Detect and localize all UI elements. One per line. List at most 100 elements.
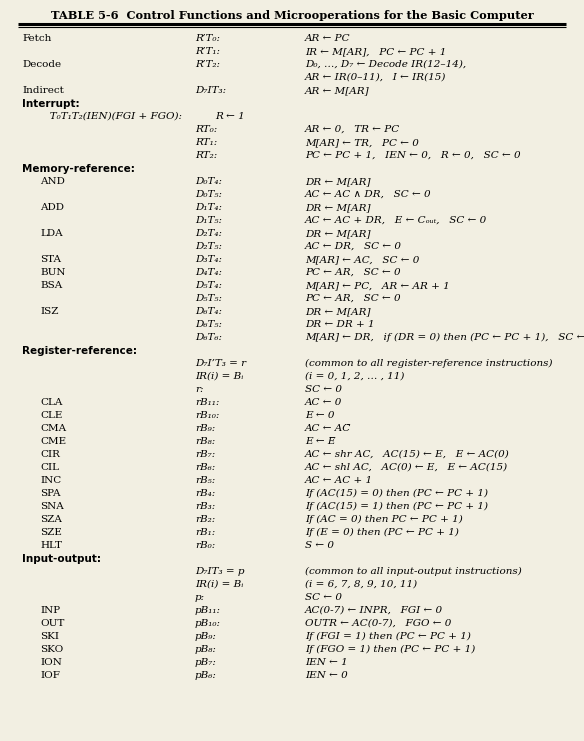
Text: R ← 1: R ← 1 [215,112,245,121]
Text: Memory-reference:: Memory-reference: [22,164,135,174]
Text: BUN: BUN [40,268,65,277]
Text: rB₀:: rB₀: [195,541,215,550]
Text: AR ← IR(0–11),   I ← IR(15): AR ← IR(0–11), I ← IR(15) [305,73,446,82]
Text: DR ← M[AR]: DR ← M[AR] [305,307,370,316]
Text: AC ← 0: AC ← 0 [305,398,342,407]
Text: SZA: SZA [40,515,62,524]
Text: CME: CME [40,437,66,446]
Text: D₆T₆:: D₆T₆: [195,333,222,342]
Text: R’T₂:: R’T₂: [195,60,220,69]
Text: PC ← AR,   SC ← 0: PC ← AR, SC ← 0 [305,294,401,303]
Text: T₀T₁T₂(IEN)(FGI + FGO):: T₀T₁T₂(IEN)(FGI + FGO): [40,112,182,121]
Text: CIL: CIL [40,463,59,472]
Text: AR ← 0,   TR ← PC: AR ← 0, TR ← PC [305,125,400,134]
Text: ION: ION [40,658,62,667]
Text: (i = 6, 7, 8, 9, 10, 11): (i = 6, 7, 8, 9, 10, 11) [305,580,417,589]
Text: D₁T₅:: D₁T₅: [195,216,222,225]
Text: r:: r: [195,385,203,394]
Text: D₀T₄:: D₀T₄: [195,177,222,186]
Text: (i = 0, 1, 2, … , 11): (i = 0, 1, 2, … , 11) [305,372,404,381]
Text: LDA: LDA [40,229,62,238]
Text: BSA: BSA [40,281,62,290]
Text: D₇IT₃ = p: D₇IT₃ = p [195,567,245,576]
Text: Decode: Decode [22,60,61,69]
Text: IR(i) = Bᵢ: IR(i) = Bᵢ [195,580,244,589]
Text: If (AC = 0) then PC ← PC + 1): If (AC = 0) then PC ← PC + 1) [305,515,463,524]
Text: CLA: CLA [40,398,62,407]
Text: rB₆:: rB₆: [195,463,215,472]
Text: D₃T₄:: D₃T₄: [195,255,222,264]
Text: M[AR] ← TR,   PC ← 0: M[AR] ← TR, PC ← 0 [305,138,419,147]
Text: DR ← M[AR]: DR ← M[AR] [305,203,370,212]
Text: IR ← M[AR],   PC ← PC + 1: IR ← M[AR], PC ← PC + 1 [305,47,446,56]
Text: S ← 0: S ← 0 [305,541,334,550]
Text: pB₆:: pB₆: [195,671,217,680]
Text: pB₇:: pB₇: [195,658,217,667]
Text: E ← E̅: E ← E̅ [305,437,335,446]
Text: rB₉:: rB₉: [195,424,215,433]
Text: AC ← AC̅: AC ← AC̅ [305,424,351,433]
Text: IEN ← 1: IEN ← 1 [305,658,347,667]
Text: D₄T₄:: D₄T₄: [195,268,222,277]
Text: D₂T₄:: D₂T₄: [195,229,222,238]
Text: pB₈:: pB₈: [195,645,217,654]
Text: D₀, …, D₇ ← Decode IR(12–14),: D₀, …, D₇ ← Decode IR(12–14), [305,60,466,69]
Text: D₆T₄:: D₆T₄: [195,307,222,316]
Text: Interrupt:: Interrupt: [22,99,79,109]
Text: SC ← 0: SC ← 0 [305,385,342,394]
Text: D₆T₅:: D₆T₅: [195,320,222,329]
Text: CIR: CIR [40,450,60,459]
Text: If (AC(15) = 1) then (PC ← PC + 1): If (AC(15) = 1) then (PC ← PC + 1) [305,502,488,511]
Text: AC ← DR,   SC ← 0: AC ← DR, SC ← 0 [305,242,402,251]
Text: AR ← M[AR]: AR ← M[AR] [305,86,370,95]
Text: Indirect: Indirect [22,86,64,95]
Text: PC ← PC + 1,   IEN ← 0,   R ← 0,   SC ← 0: PC ← PC + 1, IEN ← 0, R ← 0, SC ← 0 [305,151,520,160]
Text: rB₄:: rB₄: [195,489,215,498]
Text: pB₉:: pB₉: [195,632,217,641]
Text: SKI: SKI [40,632,59,641]
Text: If (AC(15) = 0) then (PC ← PC + 1): If (AC(15) = 0) then (PC ← PC + 1) [305,489,488,498]
Text: D₀T₅:: D₀T₅: [195,190,222,199]
Text: M[AR] ← DR,   if (DR = 0) then (PC ← PC + 1),   SC ← 0: M[AR] ← DR, if (DR = 0) then (PC ← PC + … [305,333,584,342]
Text: IR(i) = Bᵢ: IR(i) = Bᵢ [195,372,244,381]
Text: rB₂:: rB₂: [195,515,215,524]
Text: AND: AND [40,177,65,186]
Text: SZE: SZE [40,528,62,537]
Text: IOF: IOF [40,671,60,680]
Text: If (FGI = 1) then (PC ← PC + 1): If (FGI = 1) then (PC ← PC + 1) [305,632,471,641]
Text: OUT: OUT [40,619,64,628]
Text: Register-reference:: Register-reference: [22,346,137,356]
Text: ADD: ADD [40,203,64,212]
Text: AC ← shr AC,   AC(15) ← E,   E ← AC(0): AC ← shr AC, AC(15) ← E, E ← AC(0) [305,450,510,459]
Text: D₇I’T₃ = r: D₇I’T₃ = r [195,359,246,368]
Text: DR ← M[AR]: DR ← M[AR] [305,177,370,186]
Text: (common to all input-output instructions): (common to all input-output instructions… [305,567,522,576]
Text: IEN ← 0: IEN ← 0 [305,671,347,680]
Text: RT₀:: RT₀: [195,125,217,134]
Text: p:: p: [195,593,205,602]
Text: D₅T₅:: D₅T₅: [195,294,222,303]
Text: CMA: CMA [40,424,66,433]
Text: AR ← PC: AR ← PC [305,34,350,43]
Text: R’T₀:: R’T₀: [195,34,220,43]
Text: AC ← shl AC,   AC(0) ← E,   E ← AC(15): AC ← shl AC, AC(0) ← E, E ← AC(15) [305,463,508,472]
Text: INP: INP [40,606,60,615]
Text: E ← 0: E ← 0 [305,411,335,420]
Text: SC ← 0: SC ← 0 [305,593,342,602]
Text: M[AR] ← AC,   SC ← 0: M[AR] ← AC, SC ← 0 [305,255,419,264]
Text: ISZ: ISZ [40,307,58,316]
Text: INC: INC [40,476,61,485]
Text: HLT: HLT [40,541,62,550]
Text: pB₁₀:: pB₁₀: [195,619,221,628]
Text: DR ← M[AR]: DR ← M[AR] [305,229,370,238]
Text: D₂T₅:: D₂T₅: [195,242,222,251]
Text: AC ← AC + 1: AC ← AC + 1 [305,476,373,485]
Text: D₅T₄:: D₅T₄: [195,281,222,290]
Text: OUTR ← AC(0-7),   FGO ← 0: OUTR ← AC(0-7), FGO ← 0 [305,619,451,628]
Text: rB₅:: rB₅: [195,476,215,485]
Text: STA: STA [40,255,61,264]
Text: D₁T₄:: D₁T₄: [195,203,222,212]
Text: If (E = 0) then (PC ← PC + 1): If (E = 0) then (PC ← PC + 1) [305,528,459,537]
Text: rB₈:: rB₈: [195,437,215,446]
Text: rB₃:: rB₃: [195,502,215,511]
